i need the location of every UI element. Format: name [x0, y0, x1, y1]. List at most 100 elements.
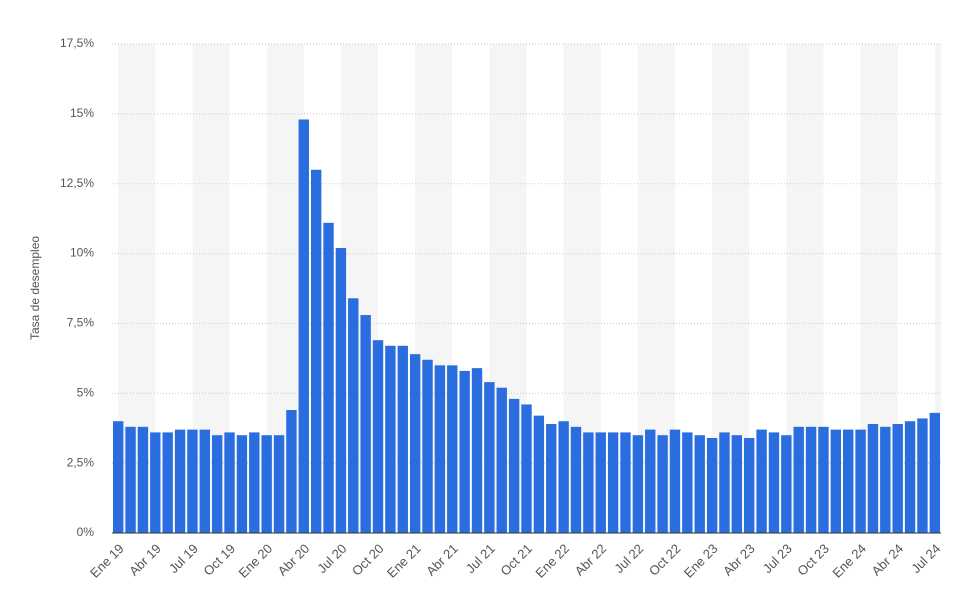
y-tick-label: 12,5% — [60, 176, 94, 190]
bar — [768, 432, 780, 533]
bar — [682, 432, 693, 533]
x-tick-label: Oct 19 — [200, 541, 238, 579]
background-band — [860, 44, 898, 533]
bar — [694, 435, 705, 533]
bar — [273, 435, 285, 533]
background-band — [266, 44, 304, 533]
y-tick-label: 17,5% — [60, 36, 94, 50]
x-tick-label: Ene 21 — [384, 541, 424, 581]
bar — [867, 424, 879, 533]
bar — [137, 426, 149, 533]
bar — [261, 435, 272, 533]
bar — [286, 410, 297, 533]
bar — [558, 421, 569, 533]
bar — [459, 370, 470, 533]
bar — [669, 429, 681, 533]
bar — [607, 432, 619, 533]
background-band — [489, 44, 527, 533]
x-tick-label: Oct 22 — [646, 541, 684, 579]
x-tick-label: Jul 19 — [166, 541, 201, 576]
bar — [570, 426, 582, 533]
x-tick-label: Oct 23 — [794, 541, 832, 579]
background-band — [415, 44, 453, 533]
bar — [533, 415, 545, 533]
x-tick-label: Ene 23 — [681, 541, 721, 581]
background-band — [192, 44, 230, 533]
bar — [645, 429, 656, 533]
bar — [211, 435, 223, 533]
x-tick-label: Ene 19 — [87, 541, 127, 581]
x-tick-label: Abr 24 — [869, 541, 907, 579]
bar — [496, 387, 507, 533]
bar — [360, 315, 371, 533]
x-tick-label: Oct 21 — [497, 541, 535, 579]
y-tick-label: 0% — [77, 525, 95, 539]
bar — [236, 435, 248, 533]
bar — [756, 429, 767, 533]
bar — [224, 432, 235, 533]
bar — [731, 435, 743, 533]
bar — [929, 412, 941, 533]
bar — [508, 398, 520, 533]
bar — [150, 432, 161, 533]
y-tick-label: 7,5% — [67, 316, 95, 330]
background-band — [118, 44, 156, 533]
bar — [409, 354, 421, 533]
x-tick-label: Abr 19 — [126, 541, 164, 579]
bar — [323, 222, 334, 533]
x-tick-label: Jul 20 — [314, 541, 349, 576]
y-tick-label: 2,5% — [67, 455, 95, 469]
bar — [174, 429, 186, 533]
bar — [125, 426, 136, 533]
bar — [447, 365, 458, 533]
bar — [546, 424, 557, 533]
x-tick-label: Ene 20 — [235, 541, 275, 581]
y-tick-label: 5% — [77, 385, 95, 399]
background-band — [712, 44, 750, 533]
x-tick-label: Oct 20 — [349, 541, 387, 579]
bar — [385, 345, 396, 533]
bar — [880, 426, 891, 533]
y-tick-label: 10% — [70, 246, 94, 260]
bar — [434, 365, 446, 533]
bar — [187, 429, 198, 533]
x-tick-label: Abr 21 — [423, 541, 461, 579]
bar — [657, 435, 668, 533]
bar — [892, 424, 903, 533]
bar — [855, 429, 866, 533]
bar — [719, 432, 730, 533]
bar — [830, 429, 842, 533]
bar — [521, 404, 532, 533]
bar — [632, 435, 644, 533]
x-tick-label: Abr 20 — [275, 541, 313, 579]
bar — [744, 437, 755, 533]
x-tick-label: Abr 23 — [720, 541, 758, 579]
bar — [706, 437, 718, 533]
bar — [843, 429, 854, 533]
bar — [904, 421, 916, 533]
bar — [249, 432, 260, 533]
bar — [471, 368, 483, 533]
x-tick-label: Jul 22 — [611, 541, 646, 576]
background-band — [340, 44, 379, 533]
background-band — [786, 44, 824, 533]
x-tick-label: Abr 22 — [572, 541, 610, 579]
background-band — [563, 44, 601, 533]
y-axis-label: Tasa de desempleo — [28, 236, 42, 340]
x-tick-label: Jul 24 — [908, 541, 943, 576]
background-band — [934, 44, 941, 533]
bar — [112, 421, 124, 533]
bar — [422, 359, 433, 533]
bar — [162, 432, 173, 533]
bar — [595, 432, 606, 533]
bar — [335, 247, 347, 534]
bar — [818, 426, 829, 533]
bar — [199, 429, 210, 533]
bar — [298, 119, 309, 534]
bar — [348, 298, 359, 533]
background-band — [637, 44, 675, 533]
bar — [310, 169, 322, 533]
x-tick-label: Jul 23 — [760, 541, 795, 576]
bar — [620, 432, 631, 533]
